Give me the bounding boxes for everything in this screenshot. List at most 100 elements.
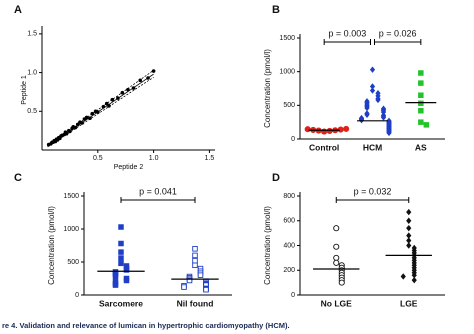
panel-label: D [272,172,280,184]
point [406,232,412,239]
x-tick-label: Nil found [177,298,214,308]
panel-label: B [272,4,280,16]
y-tick-label: 600 [283,218,295,225]
x-tick-label: 1.0 [149,155,159,162]
point [304,126,311,133]
y-tick-label: 200 [283,267,295,274]
point [406,208,412,216]
p-value: p = 0.026 [379,28,417,38]
point [380,108,387,116]
point [343,125,350,132]
point [120,90,125,95]
point [369,87,376,94]
point [112,273,119,280]
point [411,272,417,279]
point [418,107,424,114]
point [375,96,381,104]
point [107,104,111,108]
point [96,110,100,114]
point [126,87,130,92]
point [197,272,204,278]
point [418,70,424,76]
point [406,237,412,244]
point [90,111,95,116]
point [192,252,198,259]
point [64,131,69,136]
point [418,92,424,98]
y-tick-label: 0 [291,136,295,143]
point [418,100,424,107]
point [112,282,119,288]
point [138,78,143,83]
point [192,246,198,252]
point [181,284,187,290]
point [131,86,136,90]
point [406,242,412,249]
point [333,254,340,261]
point [116,96,120,100]
point [118,260,124,267]
point [123,267,130,273]
x-tick-label: Control [309,142,339,152]
point [88,116,92,121]
point [101,104,106,109]
y-tick-label: 1000 [279,69,295,76]
point [337,126,344,133]
x-tick-label: 0.5 [93,155,103,162]
point [118,224,124,230]
x-tick-label: AS [415,142,427,152]
x-tick-label: HCM [363,142,382,152]
y-tick-label: 1.0 [27,69,37,76]
point [73,125,78,130]
point [186,277,193,284]
y-tick-label: 500 [283,102,295,109]
point [110,97,115,102]
point [75,122,80,127]
point [423,122,430,128]
point [118,255,124,261]
point [123,277,130,284]
point [418,119,424,125]
point [118,240,124,247]
x-tick-label: No LGE [321,298,352,308]
y-tick-label: 1500 [63,193,79,200]
point [406,217,412,224]
p-value: p = 0.041 [139,186,177,196]
point [418,80,424,86]
point [411,276,417,284]
point [386,129,392,137]
point [358,116,365,124]
x-tick-label: 1.5 [205,155,215,162]
caption: re 4. Validation and relevance of lumica… [2,321,290,330]
point [364,104,370,112]
point [338,279,345,286]
point [146,76,150,80]
point [192,262,198,269]
point [68,129,72,134]
x-axis-label: Peptide 2 [114,164,144,171]
y-tick-label: 500 [67,259,79,266]
point [104,101,109,106]
panel-label: C [14,172,22,184]
point [406,224,412,232]
y-tick-label: 0 [75,292,79,299]
y-axis-label: Concentration (pmol/l) [263,49,272,128]
point [151,69,156,73]
y-tick-label: 1.5 [27,31,37,38]
y-tick-label: 800 [283,193,295,200]
y-tick-label: 1000 [63,226,79,233]
point [333,243,340,250]
point [80,121,84,125]
p-value: p = 0.003 [328,28,366,38]
y-tick-label: 1500 [279,35,295,42]
y-axis-label: Peptide 1 [21,75,28,105]
y-axis-label: Concentration (pmol/l) [263,206,272,285]
y-tick-label: 0.5 [27,108,37,115]
point [203,286,209,293]
x-tick-label: LGE [400,298,418,308]
point [326,127,333,134]
y-tick-label: 0 [291,292,295,299]
y-tick-label: 400 [283,242,295,249]
ci-lower [47,76,154,148]
